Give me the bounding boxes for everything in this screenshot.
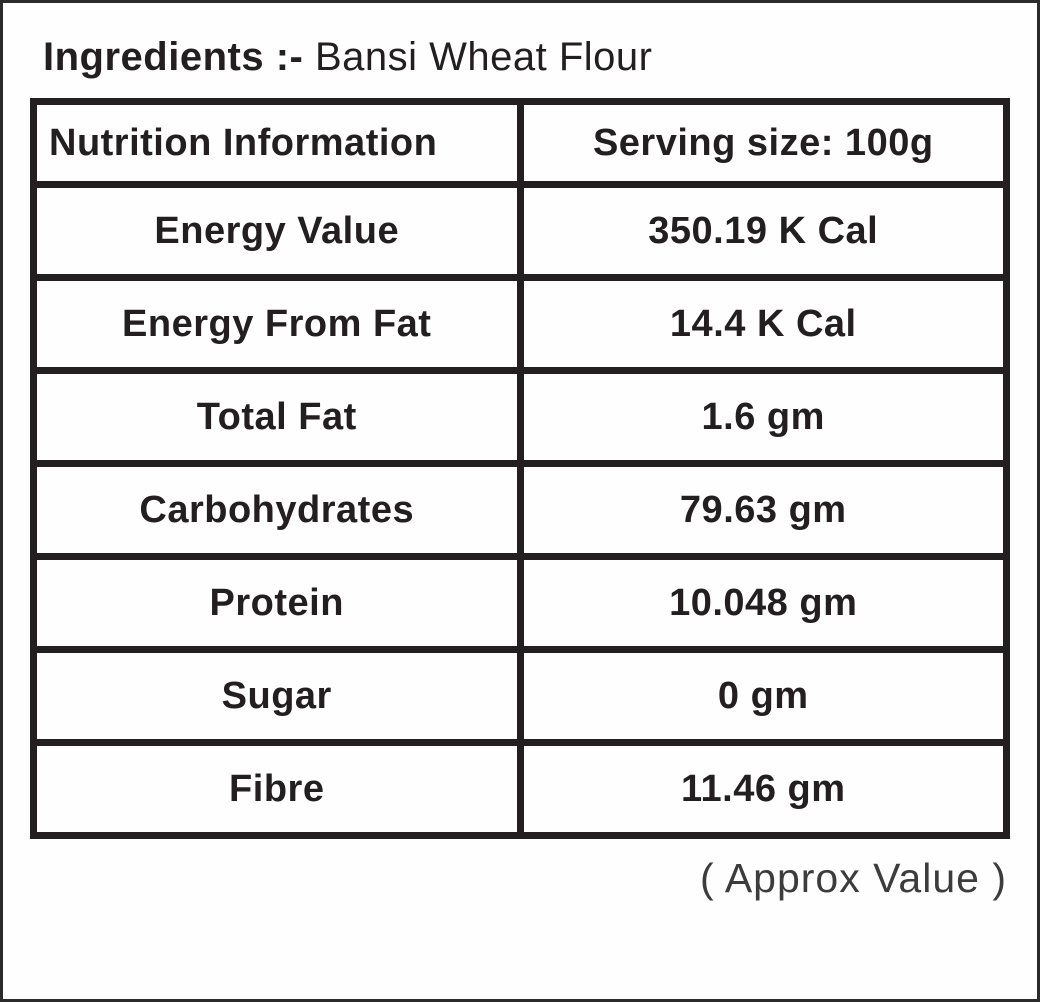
- ingredients-value: Bansi Wheat Flour: [314, 35, 653, 79]
- table-row: Carbohydrates 79.63 gm: [30, 460, 1010, 560]
- page-title: Ingredients :- Bansi Wheat Flour: [3, 3, 1037, 81]
- nutrient-value: 10.048 gm: [516, 553, 1010, 653]
- table-header-row: Nutrition Information Serving size: 100g: [30, 98, 1010, 188]
- table-row: Energy Value 350.19 K Cal: [30, 181, 1010, 281]
- nutrient-label: Total Fat: [30, 367, 524, 467]
- nutrient-label: Protein: [30, 553, 524, 653]
- nutrition-table: Nutrition Information Serving size: 100g…: [30, 98, 1010, 839]
- nutrient-value: 350.19 K Cal: [516, 181, 1010, 281]
- approx-value-note: ( Approx Value ): [700, 855, 1007, 901]
- nutrient-value: 14.4 K Cal: [516, 274, 1010, 374]
- nutrient-value: 0 gm: [516, 646, 1010, 746]
- nutrient-label: Energy From Fat: [30, 274, 524, 374]
- nutrient-label: Sugar: [30, 646, 524, 746]
- column-header-serving-size: Serving size: 100g: [516, 98, 1010, 188]
- column-header-nutrition-information: Nutrition Information: [30, 98, 524, 188]
- table-row: Fibre 11.46 gm: [30, 739, 1010, 839]
- table-row: Energy From Fat 14.4 K Cal: [30, 274, 1010, 374]
- nutrient-label: Carbohydrates: [30, 460, 524, 560]
- table-row: Total Fat 1.6 gm: [30, 367, 1010, 467]
- table-row: Protein 10.048 gm: [30, 553, 1010, 653]
- nutrient-label: Fibre: [30, 739, 524, 839]
- nutrient-value: 11.46 gm: [516, 739, 1010, 839]
- nutrient-value: 1.6 gm: [516, 367, 1010, 467]
- ingredients-label: Ingredients :-: [43, 35, 304, 79]
- nutrient-label: Energy Value: [30, 181, 524, 281]
- table-row: Sugar 0 gm: [30, 646, 1010, 746]
- nutrient-value: 79.63 gm: [516, 460, 1010, 560]
